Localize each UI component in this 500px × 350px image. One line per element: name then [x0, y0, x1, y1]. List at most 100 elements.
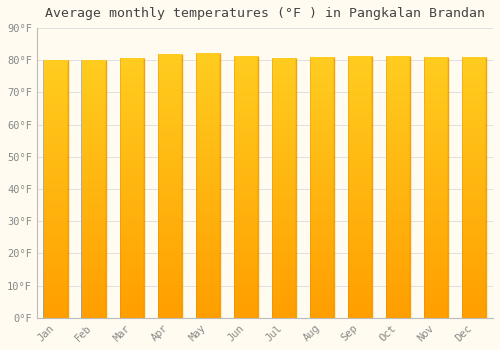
- Bar: [234, 68, 258, 70]
- Bar: [310, 161, 334, 163]
- Bar: [462, 78, 486, 80]
- Bar: [348, 81, 372, 83]
- Bar: [310, 238, 334, 239]
- Bar: [424, 269, 448, 271]
- Bar: [348, 72, 372, 74]
- Bar: [82, 284, 106, 285]
- Bar: [196, 191, 220, 192]
- Bar: [82, 273, 106, 275]
- Bar: [82, 213, 106, 215]
- Bar: [82, 72, 106, 74]
- Bar: [462, 189, 486, 191]
- Bar: [348, 314, 372, 316]
- Bar: [82, 134, 106, 135]
- Bar: [424, 180, 448, 182]
- Bar: [82, 220, 106, 222]
- Bar: [158, 77, 182, 78]
- Bar: [44, 278, 68, 280]
- Bar: [196, 267, 220, 268]
- Bar: [158, 167, 182, 168]
- Bar: [424, 227, 448, 229]
- Bar: [234, 192, 258, 194]
- Bar: [44, 266, 68, 268]
- Bar: [424, 156, 448, 158]
- Bar: [386, 170, 410, 172]
- Bar: [44, 184, 68, 186]
- Bar: [272, 174, 296, 176]
- Bar: [462, 283, 486, 285]
- Bar: [348, 145, 372, 147]
- Bar: [158, 251, 182, 253]
- Bar: [424, 144, 448, 146]
- Bar: [120, 181, 144, 183]
- Bar: [44, 304, 68, 306]
- Bar: [82, 251, 106, 252]
- Bar: [462, 71, 486, 73]
- Bar: [272, 294, 296, 295]
- Bar: [348, 128, 372, 130]
- Bar: [196, 172, 220, 173]
- Bar: [386, 180, 410, 182]
- Bar: [82, 261, 106, 263]
- Bar: [234, 278, 258, 279]
- Bar: [386, 288, 410, 290]
- Bar: [462, 231, 486, 233]
- Bar: [272, 243, 296, 245]
- Bar: [120, 103, 144, 105]
- Bar: [310, 274, 334, 276]
- Bar: [158, 57, 182, 59]
- Bar: [272, 158, 296, 160]
- Bar: [44, 222, 68, 223]
- Bar: [462, 68, 486, 69]
- Bar: [310, 90, 334, 92]
- Bar: [424, 111, 448, 112]
- Bar: [44, 314, 68, 316]
- Bar: [310, 307, 334, 309]
- Bar: [44, 196, 68, 198]
- Bar: [158, 54, 182, 56]
- Bar: [120, 167, 144, 169]
- Bar: [386, 274, 410, 276]
- Bar: [310, 123, 334, 125]
- Bar: [272, 278, 296, 280]
- Bar: [348, 138, 372, 140]
- Bar: [272, 241, 296, 243]
- Bar: [386, 229, 410, 231]
- Bar: [82, 129, 106, 131]
- Bar: [424, 109, 448, 111]
- Bar: [82, 186, 106, 187]
- Bar: [82, 237, 106, 239]
- Bar: [158, 145, 182, 147]
- Bar: [120, 88, 144, 90]
- Bar: [462, 92, 486, 93]
- Bar: [158, 64, 182, 66]
- Bar: [120, 83, 144, 84]
- Bar: [120, 96, 144, 98]
- Bar: [234, 224, 258, 225]
- Bar: [424, 231, 448, 232]
- Bar: [158, 159, 182, 161]
- Bar: [386, 142, 410, 143]
- Bar: [310, 283, 334, 285]
- Bar: [310, 266, 334, 267]
- Bar: [310, 88, 334, 90]
- Bar: [310, 224, 334, 226]
- Bar: [82, 75, 106, 77]
- Bar: [310, 156, 334, 158]
- Bar: [82, 244, 106, 246]
- Bar: [120, 252, 144, 254]
- Bar: [386, 255, 410, 257]
- Bar: [348, 76, 372, 77]
- Bar: [196, 193, 220, 194]
- Bar: [158, 144, 182, 145]
- Bar: [158, 149, 182, 150]
- Bar: [424, 252, 448, 253]
- Bar: [386, 63, 410, 65]
- Bar: [120, 216, 144, 217]
- Bar: [386, 269, 410, 271]
- Bar: [272, 145, 296, 146]
- Bar: [44, 199, 68, 201]
- Bar: [272, 257, 296, 259]
- Bar: [44, 129, 68, 131]
- Bar: [424, 194, 448, 196]
